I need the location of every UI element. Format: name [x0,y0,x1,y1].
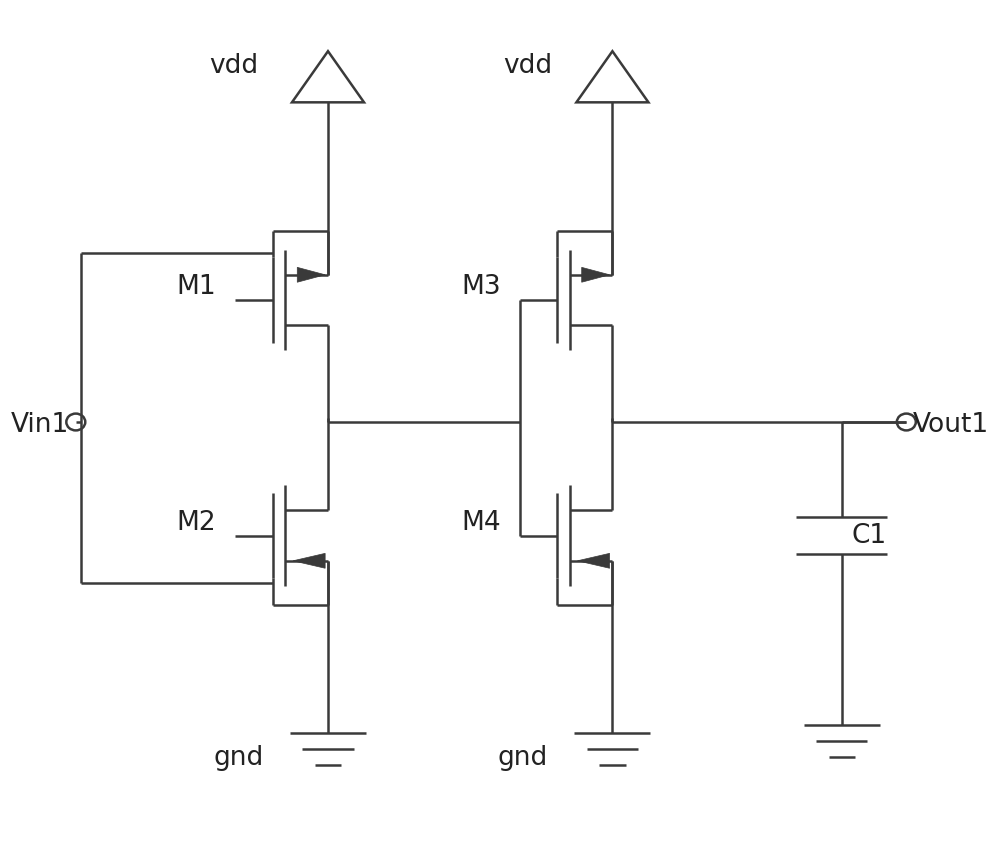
Text: Vin1: Vin1 [11,412,69,437]
Text: M2: M2 [176,510,216,536]
Text: gnd: gnd [498,745,548,771]
Polygon shape [582,268,610,282]
Text: Vout1: Vout1 [913,412,989,437]
Polygon shape [297,268,325,282]
Text: gnd: gnd [213,745,264,771]
Polygon shape [293,554,325,568]
Polygon shape [577,554,610,568]
Text: C1: C1 [851,522,886,549]
Text: vdd: vdd [210,53,259,79]
Text: M4: M4 [461,510,501,536]
Text: vdd: vdd [504,53,553,79]
Text: M3: M3 [461,274,501,300]
Text: M1: M1 [176,274,216,300]
